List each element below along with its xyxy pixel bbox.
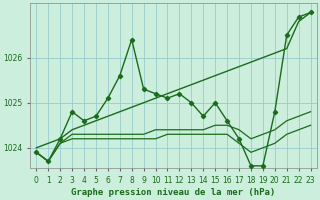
X-axis label: Graphe pression niveau de la mer (hPa): Graphe pression niveau de la mer (hPa) [71, 188, 276, 197]
